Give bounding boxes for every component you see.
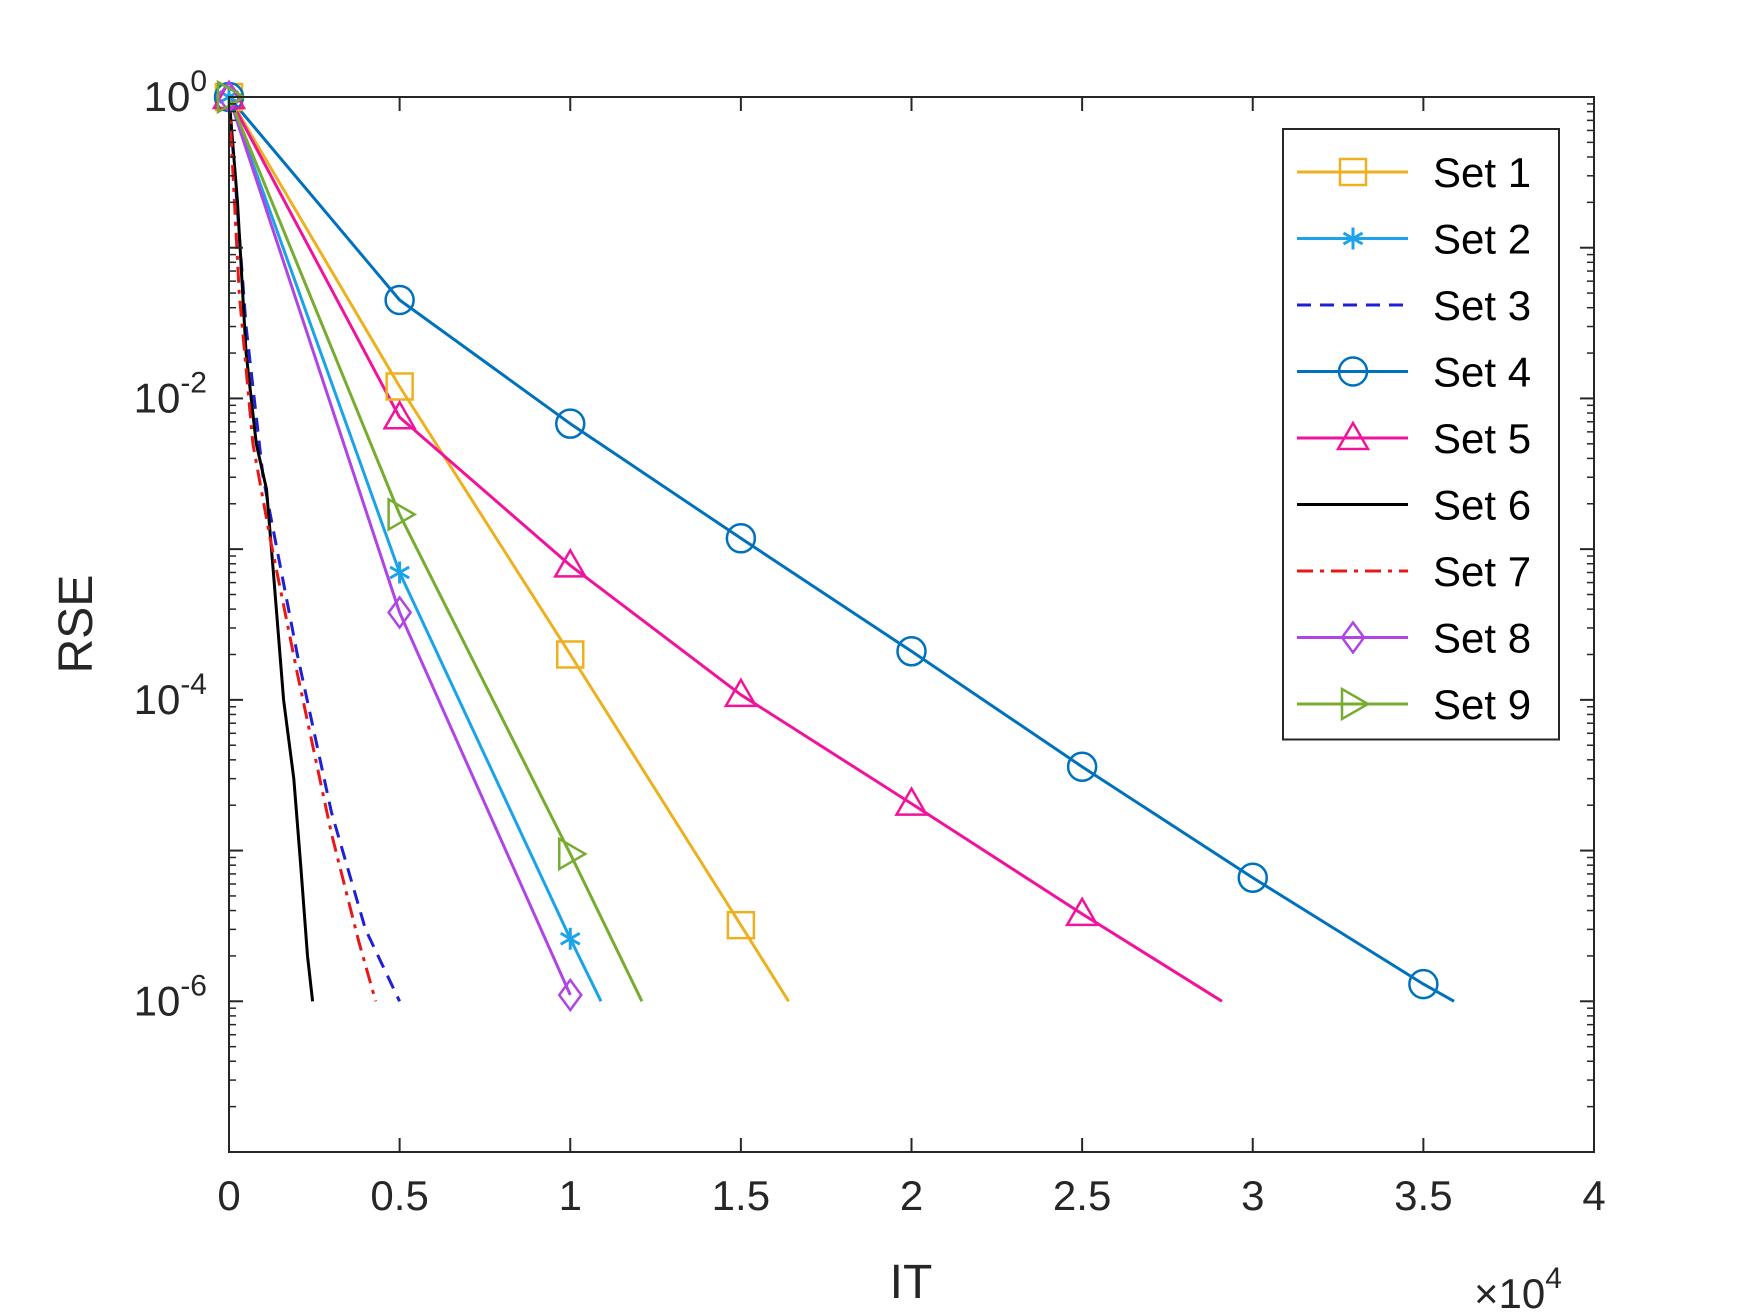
- marker-layer: [211, 79, 1439, 1013]
- series-set-3-line: [229, 97, 401, 1002]
- legend-swatch-marker: [1342, 227, 1364, 250]
- legend-swatch-marker: [1335, 420, 1371, 451]
- y-tick-label: 10-6: [134, 969, 207, 1024]
- series-set-4-point: [1408, 968, 1439, 1000]
- series-set-5-point: [553, 547, 588, 578]
- series-set-4-point: [1237, 862, 1268, 894]
- x-multiplier-exponent: 4: [1545, 1262, 1562, 1295]
- legend-swatch-marker: [1340, 620, 1366, 655]
- x-tick-label: 4: [1582, 1172, 1605, 1219]
- asterisk-stroke: [559, 931, 581, 946]
- legend-label: Set 3: [1433, 282, 1531, 329]
- series-set-9-point: [558, 836, 588, 872]
- y-axis-title: RSE: [50, 575, 103, 674]
- x-tick-label: 1: [559, 1172, 582, 1219]
- y-tick-label-exponent: 0: [190, 65, 207, 98]
- series-set-5-point: [1064, 896, 1100, 927]
- legend-label: Set 5: [1433, 415, 1531, 462]
- legend-item-set-7: Set 7: [1297, 548, 1531, 595]
- legend-label: Set 4: [1433, 349, 1531, 396]
- y-tick-label-base: 10: [134, 676, 181, 723]
- legend-item-set-6: Set 6: [1297, 482, 1531, 529]
- y-tick-label-base: 10: [134, 374, 181, 421]
- x-tick-label: 0.5: [370, 1172, 428, 1219]
- y-tick-label: 100: [144, 65, 207, 120]
- series-set-9-point: [387, 497, 418, 532]
- series-set-4-point: [1066, 751, 1098, 782]
- series-set-4-point: [725, 523, 757, 554]
- legend-swatch-marker: [1340, 686, 1371, 722]
- legend-item-set-3: Set 3: [1297, 282, 1531, 329]
- series-set-4-line: [229, 97, 1455, 1003]
- x-axis-multiplier: ×104: [1474, 1262, 1562, 1313]
- series-set-1-point: [726, 910, 756, 940]
- legend-item-set-1: Set 1: [1297, 149, 1531, 196]
- series-set-1-line: [229, 97, 790, 1003]
- series-set-5-point: [723, 677, 759, 708]
- y-tick-label-exponent: -4: [180, 668, 207, 701]
- y-tick-label-base: 10: [144, 73, 191, 120]
- series-set-5-point: [894, 786, 929, 816]
- x-tick-label: 1.5: [712, 1172, 770, 1219]
- asterisk-stroke: [1342, 231, 1364, 246]
- series-set-8-point: [387, 595, 413, 630]
- x-axis-title: IT: [890, 1256, 933, 1309]
- x-tick-label: 0: [217, 1172, 240, 1219]
- legend-label: Set 8: [1433, 615, 1531, 662]
- x-tick-label: 3: [1241, 1172, 1264, 1219]
- legend-item-set-8: Set 8: [1297, 615, 1531, 662]
- series-set-2-point: [559, 927, 581, 950]
- legend-item-set-5: Set 5: [1297, 415, 1531, 462]
- legend-swatch-marker: [1338, 157, 1368, 187]
- series-set-5-point: [382, 399, 417, 430]
- y-tick-label-base: 10: [134, 977, 181, 1024]
- legend-label: Set 1: [1433, 149, 1531, 196]
- series-set-1-point: [556, 640, 585, 669]
- y-tick-label: 10-4: [134, 668, 207, 723]
- x-tick-label: 2.5: [1053, 1172, 1111, 1219]
- x-tick-label: 2: [900, 1172, 923, 1219]
- series-set-5-line: [229, 97, 1223, 1003]
- legend-item-set-9: Set 9: [1297, 681, 1531, 728]
- legend-label: Set 6: [1433, 482, 1531, 529]
- x-multiplier-base: ×10: [1474, 1270, 1545, 1313]
- y-tick-label: 10-2: [134, 366, 207, 421]
- series-set-1-point: [385, 372, 414, 401]
- legend-label: Set 9: [1433, 681, 1531, 728]
- series-set-2-point: [389, 561, 410, 584]
- legend: Set 1 Set 2 Set 3 Set 4 Set 5 Set 6 Set 7 Set 8…: [1282, 128, 1560, 741]
- series-set-8-point: [557, 977, 583, 1013]
- series-set-7-line: [229, 97, 378, 1002]
- y-tick-label-exponent: -2: [180, 366, 207, 399]
- x-tick-label: 3.5: [1394, 1172, 1452, 1219]
- series-set-4-point: [555, 408, 586, 439]
- y-tick-label-exponent: -6: [180, 969, 207, 1002]
- legend-swatch-marker: [1337, 356, 1369, 387]
- series-set-4-point: [384, 284, 415, 316]
- series-layer: [229, 97, 1455, 1003]
- asterisk-stroke: [389, 565, 410, 580]
- series-set-4-point: [896, 636, 927, 667]
- legend-label: Set 7: [1433, 548, 1531, 595]
- legend-item-set-2: Set 2: [1297, 216, 1531, 263]
- legend-label: Set 2: [1433, 216, 1531, 263]
- series-set-2-line: [229, 97, 603, 1002]
- series-set-9-line: [229, 97, 644, 1002]
- series-set-8-line: [229, 97, 572, 996]
- series-set-6-line: [229, 97, 315, 1002]
- legend-item-set-4: Set 4: [1297, 349, 1531, 396]
